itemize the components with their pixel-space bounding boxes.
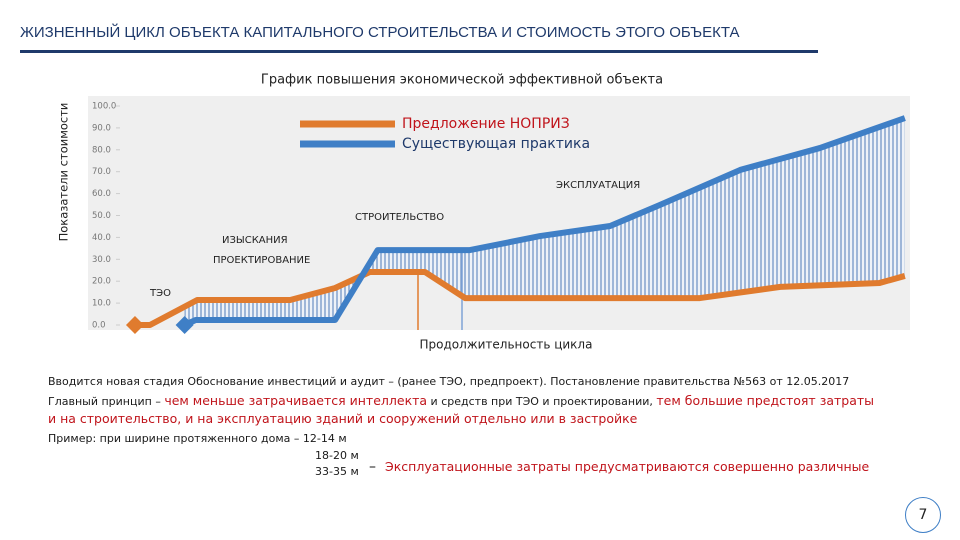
start-marker <box>175 316 194 334</box>
y-tick-label: 20.0 <box>92 277 111 287</box>
text-line: 33-35 м <box>315 465 359 478</box>
y-tick-label: 80.0 <box>92 145 111 155</box>
slide-title: ЖИЗНЕННЫЙ ЦИКЛ ОБЪЕКТА КАПИТАЛЬНОГО СТРО… <box>20 24 740 41</box>
phase-label: ЭКСПЛУАТАЦИЯ <box>556 180 640 191</box>
y-tick-label: 100.0 <box>92 102 116 112</box>
phase-label: ИЗЫСКАНИЯ <box>222 235 288 246</box>
chart: График повышения экономической эффективн… <box>57 73 910 352</box>
phase-label: СТРОИТЕЛЬСТВО <box>355 212 444 223</box>
phase-label: ТЭО <box>149 288 171 299</box>
text-line: Главный принцип – чем меньше затрачивает… <box>48 393 874 408</box>
y-tick-label: 90.0 <box>92 123 111 133</box>
chart-title: График повышения экономической эффективн… <box>261 73 663 88</box>
text-line: Вводится новая стадия Обоснование инвест… <box>48 375 850 388</box>
y-tick-label: 40.0 <box>92 233 111 243</box>
y-tick-label: 60.0 <box>92 189 111 199</box>
y-tick-label: 50.0 <box>92 211 111 221</box>
start-marker <box>125 316 144 334</box>
text-line: и на строительство, и на эксплуатацию зд… <box>48 411 638 426</box>
text-segment: чем меньше затрачивается интеллекта <box>164 393 428 408</box>
title-rule <box>20 50 818 53</box>
text-segment: Главный принцип – <box>48 395 165 408</box>
text-segment: и средств при ТЭО и проектировании, <box>427 395 657 408</box>
y-tick-label: 30.0 <box>92 255 111 265</box>
dash: – <box>369 459 376 475</box>
series-line <box>134 269 906 328</box>
phase-label: ПРОЕКТИРОВАНИЕ <box>213 255 310 266</box>
y-axis-label: Показатели стоимости <box>57 103 71 242</box>
text-line: 18-20 м <box>315 449 359 462</box>
y-tick-label: 10.0 <box>92 299 111 309</box>
legend-label: Предложение НОПРИЗ <box>402 116 570 132</box>
text-segment: тем большие предстоят затраты <box>656 393 875 408</box>
y-tick-label: 0.0 <box>92 321 106 331</box>
conclusion: Эксплуатационные затраты предусматривают… <box>385 459 870 474</box>
series-line <box>183 115 906 328</box>
legend-label: Существующая практика <box>402 136 590 152</box>
y-tick-label: 70.0 <box>92 167 111 177</box>
x-axis-label: Продолжительность цикла <box>420 338 593 352</box>
page-number: 7 <box>905 497 941 533</box>
text-line: Пример: при ширине протяженного дома – 1… <box>48 432 347 445</box>
